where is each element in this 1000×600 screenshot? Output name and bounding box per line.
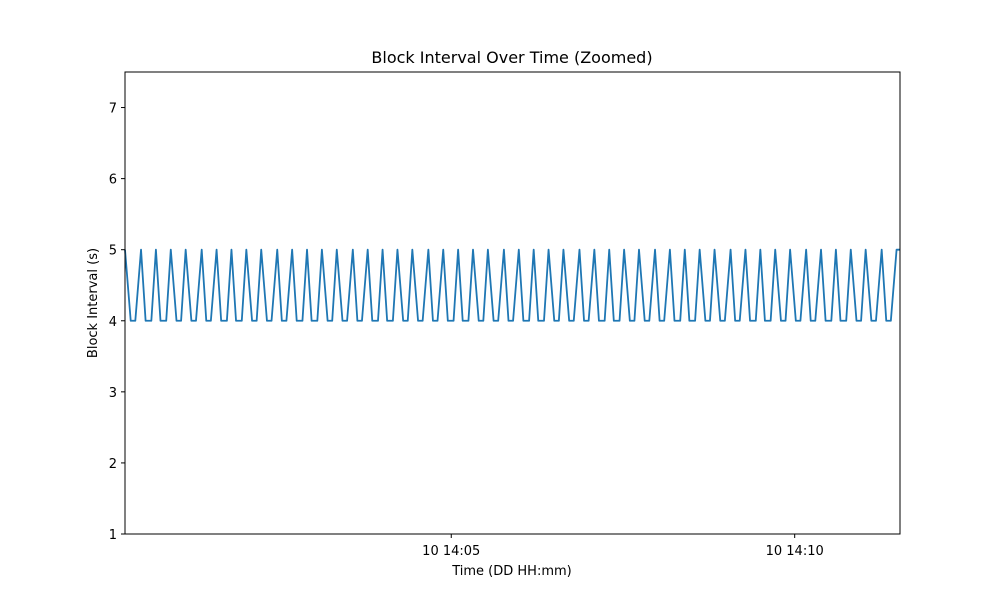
series-line-0 — [124, 248, 900, 322]
y-tick-label: 5 — [109, 244, 117, 259]
y-tick-label: 7 — [109, 102, 117, 117]
y-tick-label: 6 — [109, 173, 117, 188]
plot-frame — [124, 71, 901, 535]
x-tick-label: 10 14:10 — [766, 544, 824, 559]
x-tick-label: 10 14:05 — [422, 544, 480, 559]
x-axis: 10 14:05 10 14:10 — [422, 534, 824, 559]
y-tick-label: 1 — [109, 528, 117, 543]
x-axis-label: Time (DD HH:mm) — [451, 564, 572, 579]
y-tick-label: 3 — [109, 386, 117, 401]
y-tick-label: 4 — [109, 315, 117, 330]
y-tick-label: 2 — [109, 457, 117, 472]
series-layer — [124, 248, 900, 322]
chart-title: Block Interval Over Time (Zoomed) — [371, 48, 652, 67]
plot-area — [124, 71, 901, 535]
y-axis: 1 2 3 4 5 6 7 — [109, 102, 125, 543]
y-axis-label: Block Interval (s) — [86, 248, 101, 358]
